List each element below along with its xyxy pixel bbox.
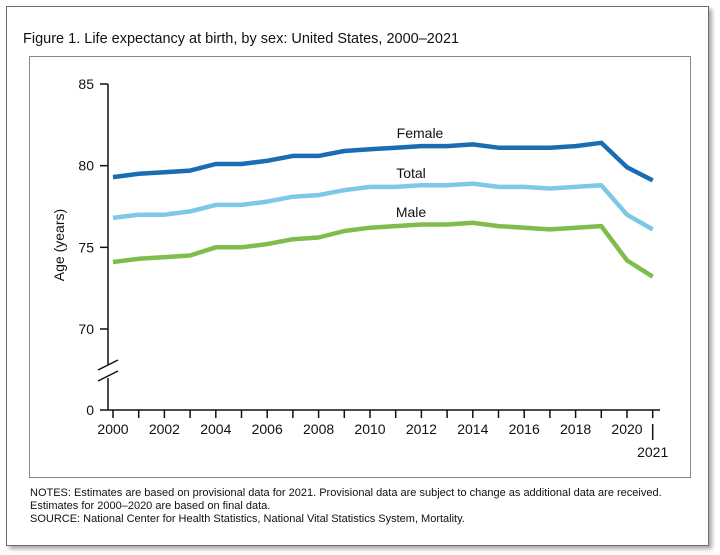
axis-break-mark-lower <box>97 370 119 382</box>
notes-block: NOTES: Estimates are based on provisiona… <box>30 487 710 526</box>
series-line-male <box>112 220 654 279</box>
y-tick-label-85: 85 <box>78 76 94 92</box>
x-tick-label-2000: 2000 <box>97 421 128 437</box>
y-tick-label-80: 80 <box>78 158 94 174</box>
x-tick-label-2010: 2010 <box>354 421 385 437</box>
x-tick-label-2002: 2002 <box>149 421 180 437</box>
y-tick-label-0: 0 <box>86 402 94 418</box>
y-tick-label-70: 70 <box>78 321 94 337</box>
x-tick-label-2018: 2018 <box>560 421 591 437</box>
source-line: SOURCE: National Center for Health Stati… <box>30 513 465 525</box>
plot-area <box>29 56 691 478</box>
y-tick-label-75: 75 <box>78 239 94 255</box>
x-tick-label-2020: 2020 <box>611 421 642 437</box>
notes-line-2: Estimates for 2000–2020 are based on fin… <box>30 500 271 512</box>
axis-break-mark-upper <box>97 359 119 371</box>
x-tick-label-2006: 2006 <box>252 421 283 437</box>
series-label-female: Female <box>397 125 444 141</box>
notes-line-1: NOTES: Estimates are based on provisiona… <box>30 487 662 499</box>
x-tick-label-2008: 2008 <box>303 421 334 437</box>
series-label-male: Male <box>396 204 427 220</box>
x-tick-label-2021: 2021 <box>637 444 668 460</box>
x-tick-label-2016: 2016 <box>509 421 540 437</box>
series-label-total: Total <box>396 165 426 181</box>
x-tick-label-2004: 2004 <box>200 421 231 437</box>
series-line-total <box>112 181 654 232</box>
y-axis-title: Age (years) <box>51 209 67 281</box>
series-line-female <box>112 140 654 183</box>
x-tick-label-2012: 2012 <box>406 421 437 437</box>
figure-title: Figure 1. Life expectancy at birth, by s… <box>23 31 460 47</box>
x-tick-label-2014: 2014 <box>457 421 488 437</box>
